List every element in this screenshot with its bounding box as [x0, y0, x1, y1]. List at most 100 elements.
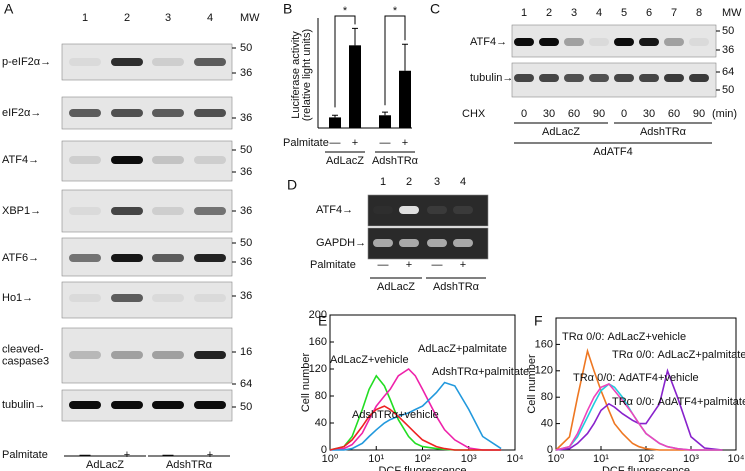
band — [614, 38, 634, 46]
x-axis-label: Palmitate — [283, 137, 329, 149]
band — [111, 156, 143, 164]
band — [453, 206, 473, 214]
treatment-sign: 30 — [543, 108, 555, 120]
significance-bracket — [334, 15, 356, 108]
band — [614, 74, 634, 82]
y-axis-label: (relative light units) — [301, 29, 313, 121]
row-label: ATF4→ — [2, 154, 39, 166]
mw-label: 50 — [240, 144, 252, 156]
histogram-line — [329, 367, 502, 451]
error-bar — [402, 43, 408, 71]
mw-label: 36 — [240, 67, 252, 79]
y-tick-label: 160 — [535, 338, 553, 350]
y-axis-label: Cell number — [300, 353, 312, 413]
band — [194, 58, 226, 66]
row-label: ATF6→ — [2, 252, 39, 264]
panel-letter: E — [318, 313, 327, 329]
y-tick-label: 160 — [309, 336, 327, 348]
series-label: AdLacZ+palmitate — [418, 343, 507, 355]
y-axis-label: Cell number — [526, 354, 538, 414]
lane-number: 3 — [434, 176, 440, 188]
plot-frame — [329, 314, 516, 451]
mw-label: 64 — [240, 378, 252, 390]
treatment-sign: + — [207, 449, 213, 461]
x-axis-label: DCF fluorescence — [602, 465, 690, 471]
band — [514, 74, 534, 82]
significance-mark: * — [393, 5, 398, 17]
panel-letter: F — [534, 313, 543, 329]
band — [399, 206, 419, 214]
mw-label: 50 — [240, 401, 252, 413]
band — [373, 239, 393, 247]
band — [111, 351, 143, 359]
mw-label: 50 — [240, 237, 252, 249]
band — [111, 109, 143, 117]
panel-letter: C — [430, 1, 440, 17]
treatment-sign: 60 — [668, 108, 680, 120]
band — [427, 206, 447, 214]
band — [639, 74, 659, 82]
band — [427, 239, 447, 247]
y-tick-label: 120 — [535, 365, 553, 377]
lane-number: 4 — [207, 12, 213, 24]
unit-label: (min) — [712, 108, 737, 120]
y-tick-label: 80 — [315, 390, 327, 402]
lane-number: 4 — [460, 176, 466, 188]
treatment-sign: 90 — [593, 108, 605, 120]
band — [152, 207, 184, 215]
x-tick-label: 10¹ — [593, 453, 609, 465]
group-label: AdshTRα — [640, 126, 687, 138]
band — [69, 351, 101, 359]
treatment-sign: 90 — [693, 108, 705, 120]
error-bar — [352, 27, 358, 46]
band — [639, 38, 659, 46]
treatment-sign: 0 — [621, 108, 627, 120]
y-tick-label: 120 — [309, 363, 327, 375]
lane-number: 3 — [571, 7, 577, 19]
group-label: AdLacZ — [542, 126, 580, 138]
histogram-line — [555, 347, 723, 451]
band — [111, 294, 143, 302]
band — [514, 38, 534, 46]
lane-number: 5 — [621, 7, 627, 19]
mw-label: 36 — [240, 112, 252, 124]
band — [152, 351, 184, 359]
mw-header: MW — [240, 12, 260, 24]
band — [664, 74, 684, 82]
band — [152, 254, 184, 262]
treatment-sign: + — [124, 449, 130, 461]
band — [689, 74, 709, 82]
lane-number: 2 — [546, 7, 552, 19]
series-label: AdshTRα+palmitate — [432, 366, 529, 378]
x-tick-label: 10⁴ — [728, 453, 745, 465]
band — [194, 401, 226, 409]
x-tick-label: 10³ — [683, 453, 699, 465]
series-label: TRα 0/0: AdATF4+palmitate — [612, 396, 745, 408]
mw-label: 50 — [240, 42, 252, 54]
treatment-sign: — — [80, 449, 91, 461]
band — [564, 38, 584, 46]
bar — [399, 70, 411, 128]
band — [69, 156, 101, 164]
row-label: p-eIF2α→ — [2, 56, 51, 68]
treatment-sign: + — [460, 259, 466, 271]
band — [111, 58, 143, 66]
bar — [329, 117, 341, 128]
series-label: AdshTRα+vehicle — [352, 409, 439, 421]
y-tick-label: 0 — [547, 444, 553, 456]
y-axis-label: Luciferase activity — [290, 31, 302, 119]
series-label: TRα 0/0: AdLacZ+vehicle — [562, 331, 686, 343]
x-tick-label: — — [330, 137, 341, 149]
treatment-sign: 60 — [568, 108, 580, 120]
row-label: GAPDH→ — [316, 237, 366, 249]
band — [152, 58, 184, 66]
mw-label: 36 — [240, 256, 252, 268]
y-tick-label: 200 — [309, 309, 327, 321]
band — [194, 207, 226, 215]
band — [194, 294, 226, 302]
blot-strip — [61, 140, 233, 182]
blot-strip — [367, 194, 489, 227]
band — [564, 74, 584, 82]
band — [689, 38, 709, 46]
